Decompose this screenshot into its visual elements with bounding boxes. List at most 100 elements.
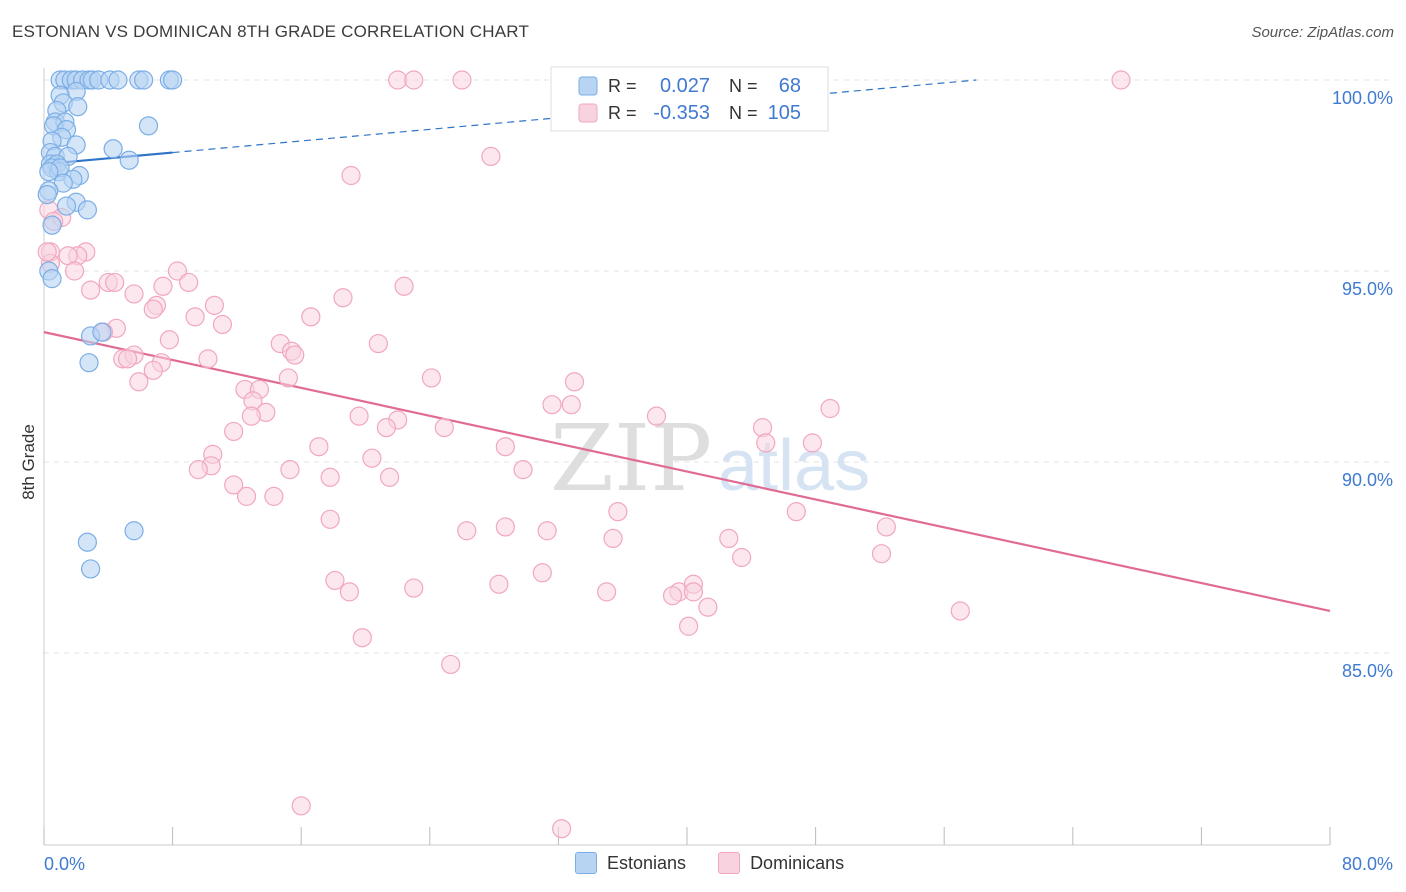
- point-dominicans: [224, 421, 244, 442]
- point-estonians: [103, 139, 123, 159]
- point-estonians: [119, 150, 139, 170]
- point-dominicans: [376, 418, 396, 438]
- estonians-swatch: [575, 852, 597, 874]
- point-dominicans: [404, 578, 424, 598]
- point-dominicans: [679, 616, 699, 636]
- point-dominicans: [185, 307, 205, 327]
- point-estonians: [77, 200, 98, 220]
- point-dominicans: [349, 406, 369, 426]
- watermark-atlas: atlas: [718, 426, 870, 506]
- r-label: R =: [608, 103, 637, 123]
- point-dominicans: [320, 467, 340, 487]
- n-value: 105: [768, 102, 801, 124]
- trend-line-estonians-extension: [172, 79, 977, 154]
- point-dominicans: [820, 398, 840, 419]
- point-estonians: [79, 353, 99, 373]
- point-estonians: [39, 162, 59, 182]
- point-dominicans: [129, 372, 149, 392]
- point-estonians: [42, 269, 62, 289]
- point-dominicans: [153, 276, 173, 296]
- point-estonians: [81, 559, 101, 579]
- point-dominicans: [339, 582, 360, 602]
- point-estonians: [56, 196, 77, 216]
- r-value: 0.027: [660, 75, 710, 97]
- point-dominicans: [732, 547, 752, 568]
- point-estonians: [68, 97, 88, 117]
- point-dominicans: [452, 70, 472, 90]
- point-estonians: [77, 532, 98, 552]
- point-dominicans: [124, 284, 144, 304]
- point-estonians: [42, 215, 62, 235]
- point-dominicans: [352, 628, 372, 648]
- point-dominicans: [404, 70, 424, 90]
- point-dominicans: [871, 544, 892, 564]
- point-estonians: [138, 116, 159, 136]
- tick-labels: 85.0% 90.0% 95.0% 100.0% 0.0% 80.0% 8th Grade: [19, 88, 1393, 874]
- x-tick-label: 80.0%: [1342, 854, 1393, 874]
- point-dominicans: [683, 582, 704, 602]
- point-dominicans: [333, 288, 353, 308]
- point-dominicans: [117, 349, 138, 369]
- point-dominicans: [198, 349, 218, 369]
- point-dominicans: [542, 395, 562, 415]
- point-dominicans: [301, 307, 321, 327]
- point-dominicans: [421, 368, 442, 388]
- point-dominicans: [368, 333, 388, 354]
- series-legend: Estonians Dominicans: [575, 852, 876, 874]
- point-dominicans: [241, 406, 261, 426]
- stats-legend: R = 0.027 N = 68 R = -0.353 N = 105: [550, 66, 829, 132]
- point-dominicans: [105, 272, 125, 293]
- dominicans-swatch: [718, 852, 741, 874]
- chart-title: ESTONIAN VS DOMINICAN 8TH GRADE CORRELAT…: [12, 22, 530, 41]
- legend-label-dominicans: Dominicans: [750, 852, 845, 873]
- point-dominicans: [64, 261, 85, 281]
- grid-lines: [44, 79, 1390, 654]
- y-axis-label: 8th Grade: [19, 424, 38, 500]
- point-dominicans: [380, 467, 400, 487]
- point-dominicans: [143, 299, 163, 319]
- r-label: R =: [608, 76, 637, 96]
- stats-legend-box: [550, 66, 829, 132]
- point-dominicans: [608, 502, 628, 522]
- data-points: [37, 70, 1131, 839]
- point-dominicans: [646, 406, 667, 426]
- stats-swatch: [578, 103, 598, 123]
- y-tick-label: 100.0%: [1332, 88, 1393, 108]
- point-estonians: [92, 322, 112, 342]
- point-dominicans: [561, 395, 581, 415]
- point-dominicans: [802, 433, 822, 453]
- point-dominicans: [212, 314, 233, 335]
- point-dominicans: [603, 528, 623, 549]
- point-dominicans: [552, 819, 572, 839]
- n-value: 68: [779, 75, 801, 97]
- point-dominicans: [786, 502, 806, 522]
- point-dominicans: [285, 345, 305, 365]
- point-dominicans: [325, 570, 345, 591]
- point-dominicans: [489, 574, 509, 594]
- point-dominicans: [537, 521, 557, 541]
- point-dominicans: [513, 460, 533, 480]
- point-dominicans: [167, 261, 188, 281]
- point-dominicans: [280, 460, 300, 480]
- n-label: N =: [729, 76, 758, 96]
- legend-item-dominicans: Dominicans: [718, 852, 844, 874]
- point-dominicans: [309, 437, 329, 457]
- point-dominicans: [434, 418, 454, 438]
- point-estonians: [163, 70, 183, 90]
- point-dominicans: [278, 368, 298, 388]
- point-dominicans: [224, 475, 244, 495]
- point-estonians: [134, 70, 154, 90]
- source-label: Source: ZipAtlas.com: [1251, 24, 1394, 41]
- point-dominicans: [698, 597, 718, 617]
- point-dominicans: [188, 460, 208, 480]
- legend-item-estonians: Estonians: [575, 852, 686, 874]
- point-dominicans: [481, 146, 501, 166]
- r-value: -0.353: [653, 102, 710, 124]
- y-tick-label: 95.0%: [1342, 279, 1393, 299]
- y-tick-label: 90.0%: [1342, 470, 1393, 490]
- point-dominicans: [320, 509, 340, 529]
- point-dominicans: [1111, 70, 1131, 90]
- trend-lines: [43, 79, 1331, 613]
- stats-swatch: [578, 76, 598, 96]
